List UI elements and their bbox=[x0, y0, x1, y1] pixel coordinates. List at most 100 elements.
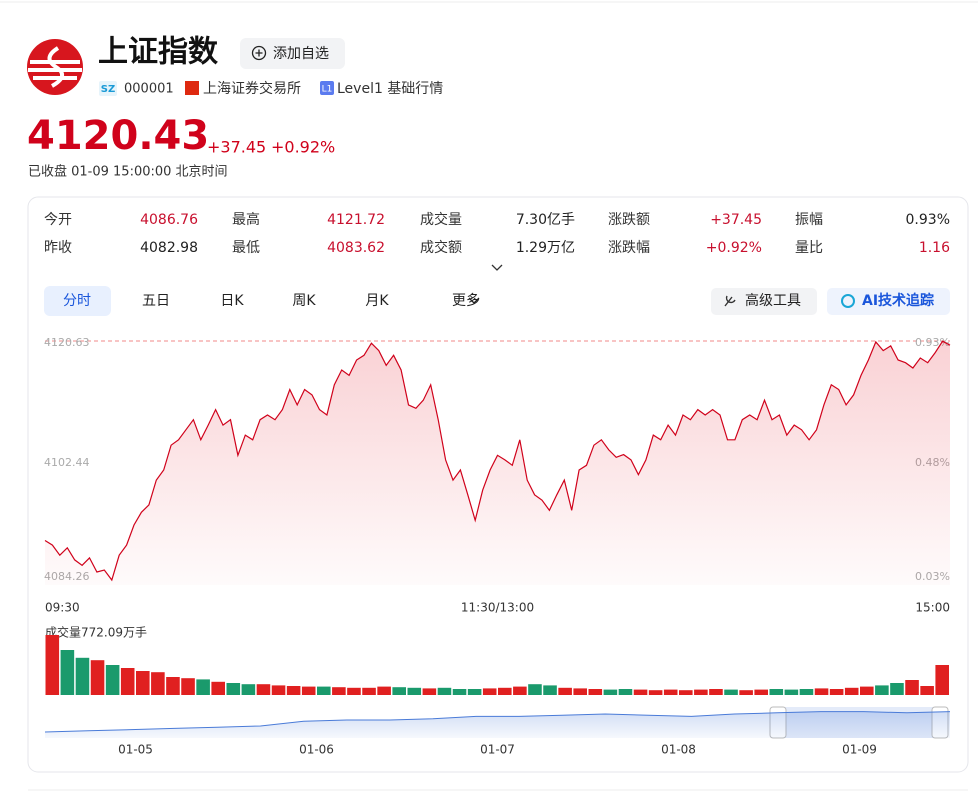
nav-date: 01-05 bbox=[118, 743, 153, 757]
tool-icon bbox=[724, 295, 736, 307]
volume-bar bbox=[45, 635, 60, 695]
tab[interactable]: 日K bbox=[220, 293, 244, 309]
volume-bar bbox=[437, 687, 452, 695]
volume-bar bbox=[724, 689, 738, 695]
stat-value: 1.16 bbox=[919, 240, 950, 256]
stat-label: 今开 bbox=[44, 212, 72, 228]
expand-chevron[interactable] bbox=[491, 264, 503, 271]
stat-value: 7.30亿手 bbox=[516, 212, 575, 228]
nav-date: 01-07 bbox=[480, 743, 515, 757]
volume-bar bbox=[860, 686, 874, 695]
x-tick-label: 15:00 bbox=[915, 601, 950, 615]
logo bbox=[27, 39, 83, 95]
stat-value: 4082.98 bbox=[140, 240, 198, 256]
ai-icon bbox=[841, 294, 855, 308]
volume-bar bbox=[543, 685, 557, 695]
change-pct: +0.92% bbox=[271, 138, 335, 157]
nav-date: 01-08 bbox=[661, 743, 696, 757]
nav-line bbox=[44, 711, 951, 733]
volume-bar bbox=[90, 660, 105, 695]
stat-label: 成交额 bbox=[420, 239, 462, 256]
volume-bar bbox=[332, 687, 346, 695]
volume-bar bbox=[603, 689, 618, 695]
stat-label: 振幅 bbox=[795, 212, 823, 228]
volume-bar bbox=[151, 672, 165, 695]
volume-bar bbox=[467, 689, 482, 695]
volume-bar bbox=[136, 671, 150, 695]
tab[interactable]: 五日 bbox=[142, 293, 170, 309]
tab[interactable]: 月K bbox=[365, 293, 389, 309]
volume-bar bbox=[875, 685, 889, 695]
market-badge-bg bbox=[99, 81, 117, 96]
price-area bbox=[45, 341, 950, 585]
volume-bar bbox=[271, 685, 286, 695]
tab[interactable]: 更多 bbox=[452, 292, 480, 309]
volume-bar bbox=[784, 689, 799, 695]
volume-bar bbox=[407, 687, 422, 695]
exchange: 上海证券交易所 bbox=[203, 80, 301, 97]
volume-bar bbox=[573, 688, 587, 695]
volume-bar bbox=[377, 686, 391, 695]
volume-bar bbox=[60, 650, 75, 695]
watch-button[interactable] bbox=[240, 38, 345, 69]
level-badge: L1 bbox=[322, 85, 333, 95]
title: 上证指数 bbox=[98, 35, 219, 70]
volume-bar bbox=[663, 689, 678, 695]
volume-title: 成交量772.09万手 bbox=[45, 625, 147, 640]
stat-label: 涨跌额 bbox=[608, 212, 650, 228]
volume-bar bbox=[709, 689, 723, 695]
stat-label: 最高 bbox=[232, 211, 260, 228]
stat-value: +37.45 bbox=[710, 212, 762, 228]
stat-label: 涨跌幅 bbox=[608, 240, 650, 256]
nav-date: 01-06 bbox=[299, 743, 334, 757]
price-line bbox=[44, 340, 951, 582]
volume-bar bbox=[241, 684, 256, 695]
volume-bar bbox=[754, 689, 768, 695]
volume-bar bbox=[181, 678, 195, 695]
stat-label: 昨收 bbox=[44, 240, 72, 256]
volume-bar bbox=[829, 689, 844, 695]
volume-bar bbox=[648, 690, 663, 695]
volume-bar bbox=[935, 665, 949, 695]
volume-bar bbox=[513, 686, 527, 695]
stat-value: 0.93% bbox=[906, 212, 950, 228]
volume-bar bbox=[694, 689, 708, 695]
change: +37.45 bbox=[207, 138, 266, 157]
stat-label: 成交量 bbox=[420, 211, 462, 228]
volume-bar bbox=[362, 687, 376, 695]
level-badge-bg bbox=[320, 81, 334, 95]
volume-bar bbox=[317, 686, 331, 695]
y-tick-label: 4102.44 bbox=[44, 456, 90, 469]
tool-button[interactable] bbox=[711, 288, 817, 315]
volume-bar bbox=[347, 687, 361, 695]
volume-bar bbox=[498, 687, 512, 695]
volume-bar bbox=[105, 665, 120, 695]
chart-card bbox=[27, 196, 969, 773]
stat-label: 最低 bbox=[232, 240, 260, 256]
volume-bar bbox=[558, 687, 572, 695]
volume-bar bbox=[799, 689, 814, 695]
price: 4120.43 bbox=[27, 113, 209, 159]
x-tick-label: 11:30/13:00 bbox=[461, 601, 534, 615]
ai-button[interactable] bbox=[827, 288, 950, 315]
stat-value: 4083.62 bbox=[327, 240, 385, 256]
volume-bar bbox=[196, 679, 210, 695]
plus-icon bbox=[251, 45, 267, 61]
stat-value: 4086.76 bbox=[140, 212, 198, 228]
y-tick-label: 4120.63 bbox=[44, 336, 90, 349]
volume-bar bbox=[166, 677, 180, 695]
stat-value: +0.92% bbox=[706, 240, 762, 256]
volume-bar bbox=[844, 687, 859, 695]
volume-bar bbox=[392, 687, 406, 695]
tab[interactable]: 周K bbox=[292, 293, 316, 309]
x-tick-label: 09:30 bbox=[45, 601, 80, 615]
volume-bar bbox=[422, 688, 437, 695]
ai-label: AI技术追踪 bbox=[862, 292, 934, 309]
plus-icon bbox=[255, 49, 263, 57]
volume-bar bbox=[75, 657, 90, 695]
active-tab-bg bbox=[44, 286, 111, 316]
stat-value: 4121.72 bbox=[327, 212, 385, 228]
tab[interactable]: 分时 bbox=[63, 293, 91, 309]
